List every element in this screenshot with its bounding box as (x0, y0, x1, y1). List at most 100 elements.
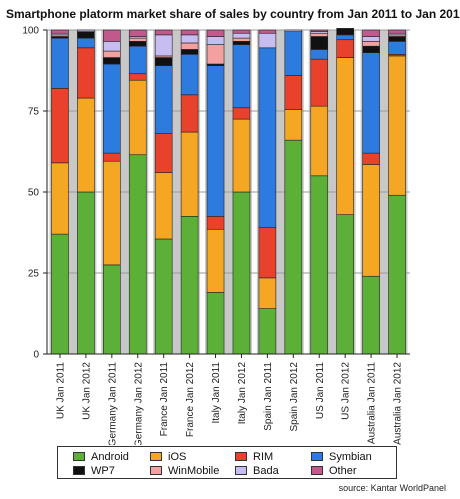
bar-segment-winmobile (362, 41, 380, 47)
x-tick-label: Australia Jan 2012 (393, 362, 404, 445)
bar-segment-rim (310, 58, 329, 107)
bar-segment-symbian (310, 49, 329, 60)
bar-segment-rim (154, 133, 173, 173)
x-tick-label: US Jan 2012 (341, 362, 352, 420)
bar-segment-rim (51, 88, 69, 164)
bar-segment-bada (258, 32, 277, 49)
bar-segment-ios (128, 79, 147, 156)
bar-segment-android (206, 292, 225, 355)
legend-swatch (73, 466, 85, 475)
legend-item-wp7: WP7 (73, 463, 115, 478)
bar-segment-bada (154, 34, 173, 57)
bar-segment-rim (103, 152, 121, 162)
bar-segment-winmobile (180, 42, 199, 50)
bar-segment-ios (310, 105, 329, 177)
legend-swatch (311, 466, 323, 475)
bar-segment-other (128, 29, 147, 37)
x-tick-label: UK Jan 2011 (55, 362, 66, 420)
bar-segment-other (388, 29, 406, 34)
bar-segment-bada (206, 36, 225, 45)
bar-segment-winmobile (128, 37, 147, 42)
legend-item-symbian: Symbian (311, 449, 372, 464)
bar-segment-rim (362, 152, 380, 165)
bar-segment-android (362, 275, 380, 355)
x-tick-label: Spain Jan 2012 (289, 362, 300, 432)
bar-segment-ios (206, 228, 225, 293)
bar-segment-ios (336, 57, 354, 215)
legend-label: Other (329, 464, 357, 477)
legend-swatch (235, 452, 247, 461)
bar-segment-winmobile (206, 44, 225, 65)
bar-segment-symbian (336, 34, 354, 41)
bar-segment-bada (180, 34, 199, 44)
bar-segment-other (154, 29, 173, 36)
x-tick-label: Australia Jan 2011 (367, 362, 378, 445)
bar-segment-wp7 (180, 49, 199, 55)
legend-label: Android (91, 450, 129, 463)
chart-title: Smartphone platorm market share of sales… (6, 7, 460, 21)
bar-segment-symbian (51, 37, 69, 89)
bar-segment-other (362, 29, 380, 37)
bar-segment-bada (362, 36, 380, 42)
bar-segment-rim (232, 107, 251, 120)
bar-segment-bada (232, 32, 251, 39)
bar-segment-wp7 (336, 28, 354, 36)
bar-segment-winmobile (103, 50, 121, 58)
bar-segment-other (258, 29, 277, 34)
x-tick-label: Italy Jan 2012 (237, 362, 248, 425)
x-tick-label: Germany Jan 2012 (133, 362, 144, 445)
legend-label: WinMobile (168, 464, 220, 477)
bar-segment-android (180, 216, 199, 355)
bar-segment-symbian (103, 63, 121, 154)
legend-swatch (235, 466, 247, 475)
bar-segment-symbian (258, 47, 277, 228)
y-tick-label: 75 (28, 107, 40, 118)
bar-segment-ios (258, 277, 277, 309)
bar-segment-bada (103, 41, 121, 52)
bar-segment-symbian (232, 44, 251, 109)
bar-segment-bada (284, 29, 303, 32)
bar-segment-wp7 (362, 45, 380, 53)
bar-segment-symbian (362, 52, 380, 154)
legend-item-android: Android (73, 449, 129, 464)
bar-segment-rim (336, 39, 354, 58)
bar-segment-symbian (128, 45, 147, 75)
bar-segment-symbian (284, 31, 303, 76)
legend-item-ios: iOS (150, 449, 186, 464)
bar-segment-wp7 (388, 36, 406, 42)
bar-segment-other (232, 29, 251, 34)
bar-segment-ios (103, 160, 121, 266)
bar-segment-other (51, 29, 69, 34)
y-tick-label: 100 (22, 26, 39, 37)
x-tick-label: UK Jan 2012 (81, 362, 92, 420)
y-tick-label: 50 (28, 188, 40, 199)
x-tick-label: France Jan 2011 (159, 362, 170, 437)
x-tick-label: US Jan 2011 (315, 362, 326, 420)
bar-segment-winmobile (310, 32, 329, 37)
bar-segment-rim (77, 47, 95, 99)
bar-segment-rim (180, 94, 199, 133)
bar-segment-android (51, 233, 69, 355)
bar-segment-wp7 (103, 57, 121, 65)
y-tick-label: 0 (33, 350, 39, 361)
stacked-bar-chart: 0 25 50 75 100 UK Jan 2011 UK Jan 2012 Germany … (22, 26, 410, 445)
bar-segment-winmobile (232, 37, 251, 42)
bar-segment-other (206, 29, 225, 37)
bar-segment-wp7 (128, 41, 147, 47)
bar-segment-other (103, 29, 121, 42)
legend-item-other: Other (311, 463, 357, 478)
bar-segment-rim (284, 75, 303, 110)
bar-segment-wp7 (77, 31, 95, 39)
source-note: source: Kantar WorldPanel (338, 483, 446, 493)
bar-segment-android (77, 191, 95, 355)
bar-segment-rim (258, 227, 277, 279)
bar-segment-android (284, 139, 303, 355)
bar-segment-wp7 (154, 57, 173, 66)
x-tick-label: Spain Jan 2011 (263, 362, 274, 431)
bar-segment-symbian (388, 41, 406, 55)
legend-item-winmobile: WinMobile (150, 463, 219, 478)
bar-segment-ios (362, 164, 380, 277)
bar-segment-symbian (154, 65, 173, 134)
x-tick-label: Germany Jan 2011 (107, 362, 118, 445)
bar-segment-symbian (206, 65, 225, 217)
